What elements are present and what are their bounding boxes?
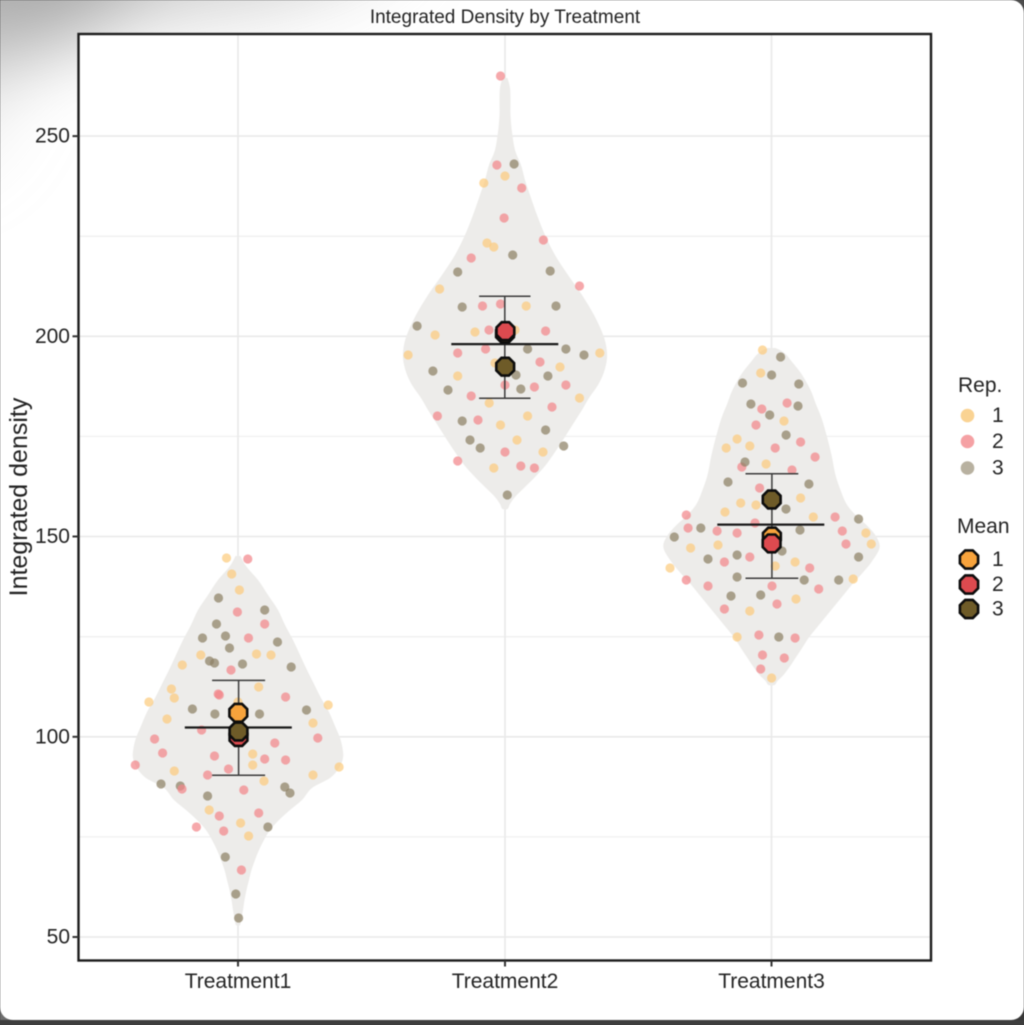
svg-text:50: 50 — [47, 926, 70, 949]
svg-text:2: 2 — [992, 430, 1004, 453]
svg-text:Integrated Density by Treatmen: Integrated Density by Treatment — [370, 7, 641, 28]
svg-text:3: 3 — [992, 598, 1004, 621]
svg-text:150: 150 — [35, 525, 70, 548]
svg-text:2: 2 — [992, 573, 1004, 596]
svg-text:Treatment3: Treatment3 — [718, 970, 825, 993]
svg-text:200: 200 — [35, 325, 70, 348]
svg-text:Treatment1: Treatment1 — [185, 970, 292, 993]
svg-text:100: 100 — [35, 725, 70, 748]
svg-text:Rep.: Rep. — [958, 374, 1002, 397]
svg-text:250: 250 — [35, 125, 70, 148]
svg-text:Mean: Mean — [957, 515, 1010, 538]
svg-text:1: 1 — [992, 404, 1004, 427]
svg-text:Treatment2: Treatment2 — [452, 970, 559, 993]
svg-text:Integrated density: Integrated density — [5, 397, 33, 596]
svg-text:3: 3 — [992, 457, 1004, 480]
svg-text:1: 1 — [992, 548, 1004, 571]
